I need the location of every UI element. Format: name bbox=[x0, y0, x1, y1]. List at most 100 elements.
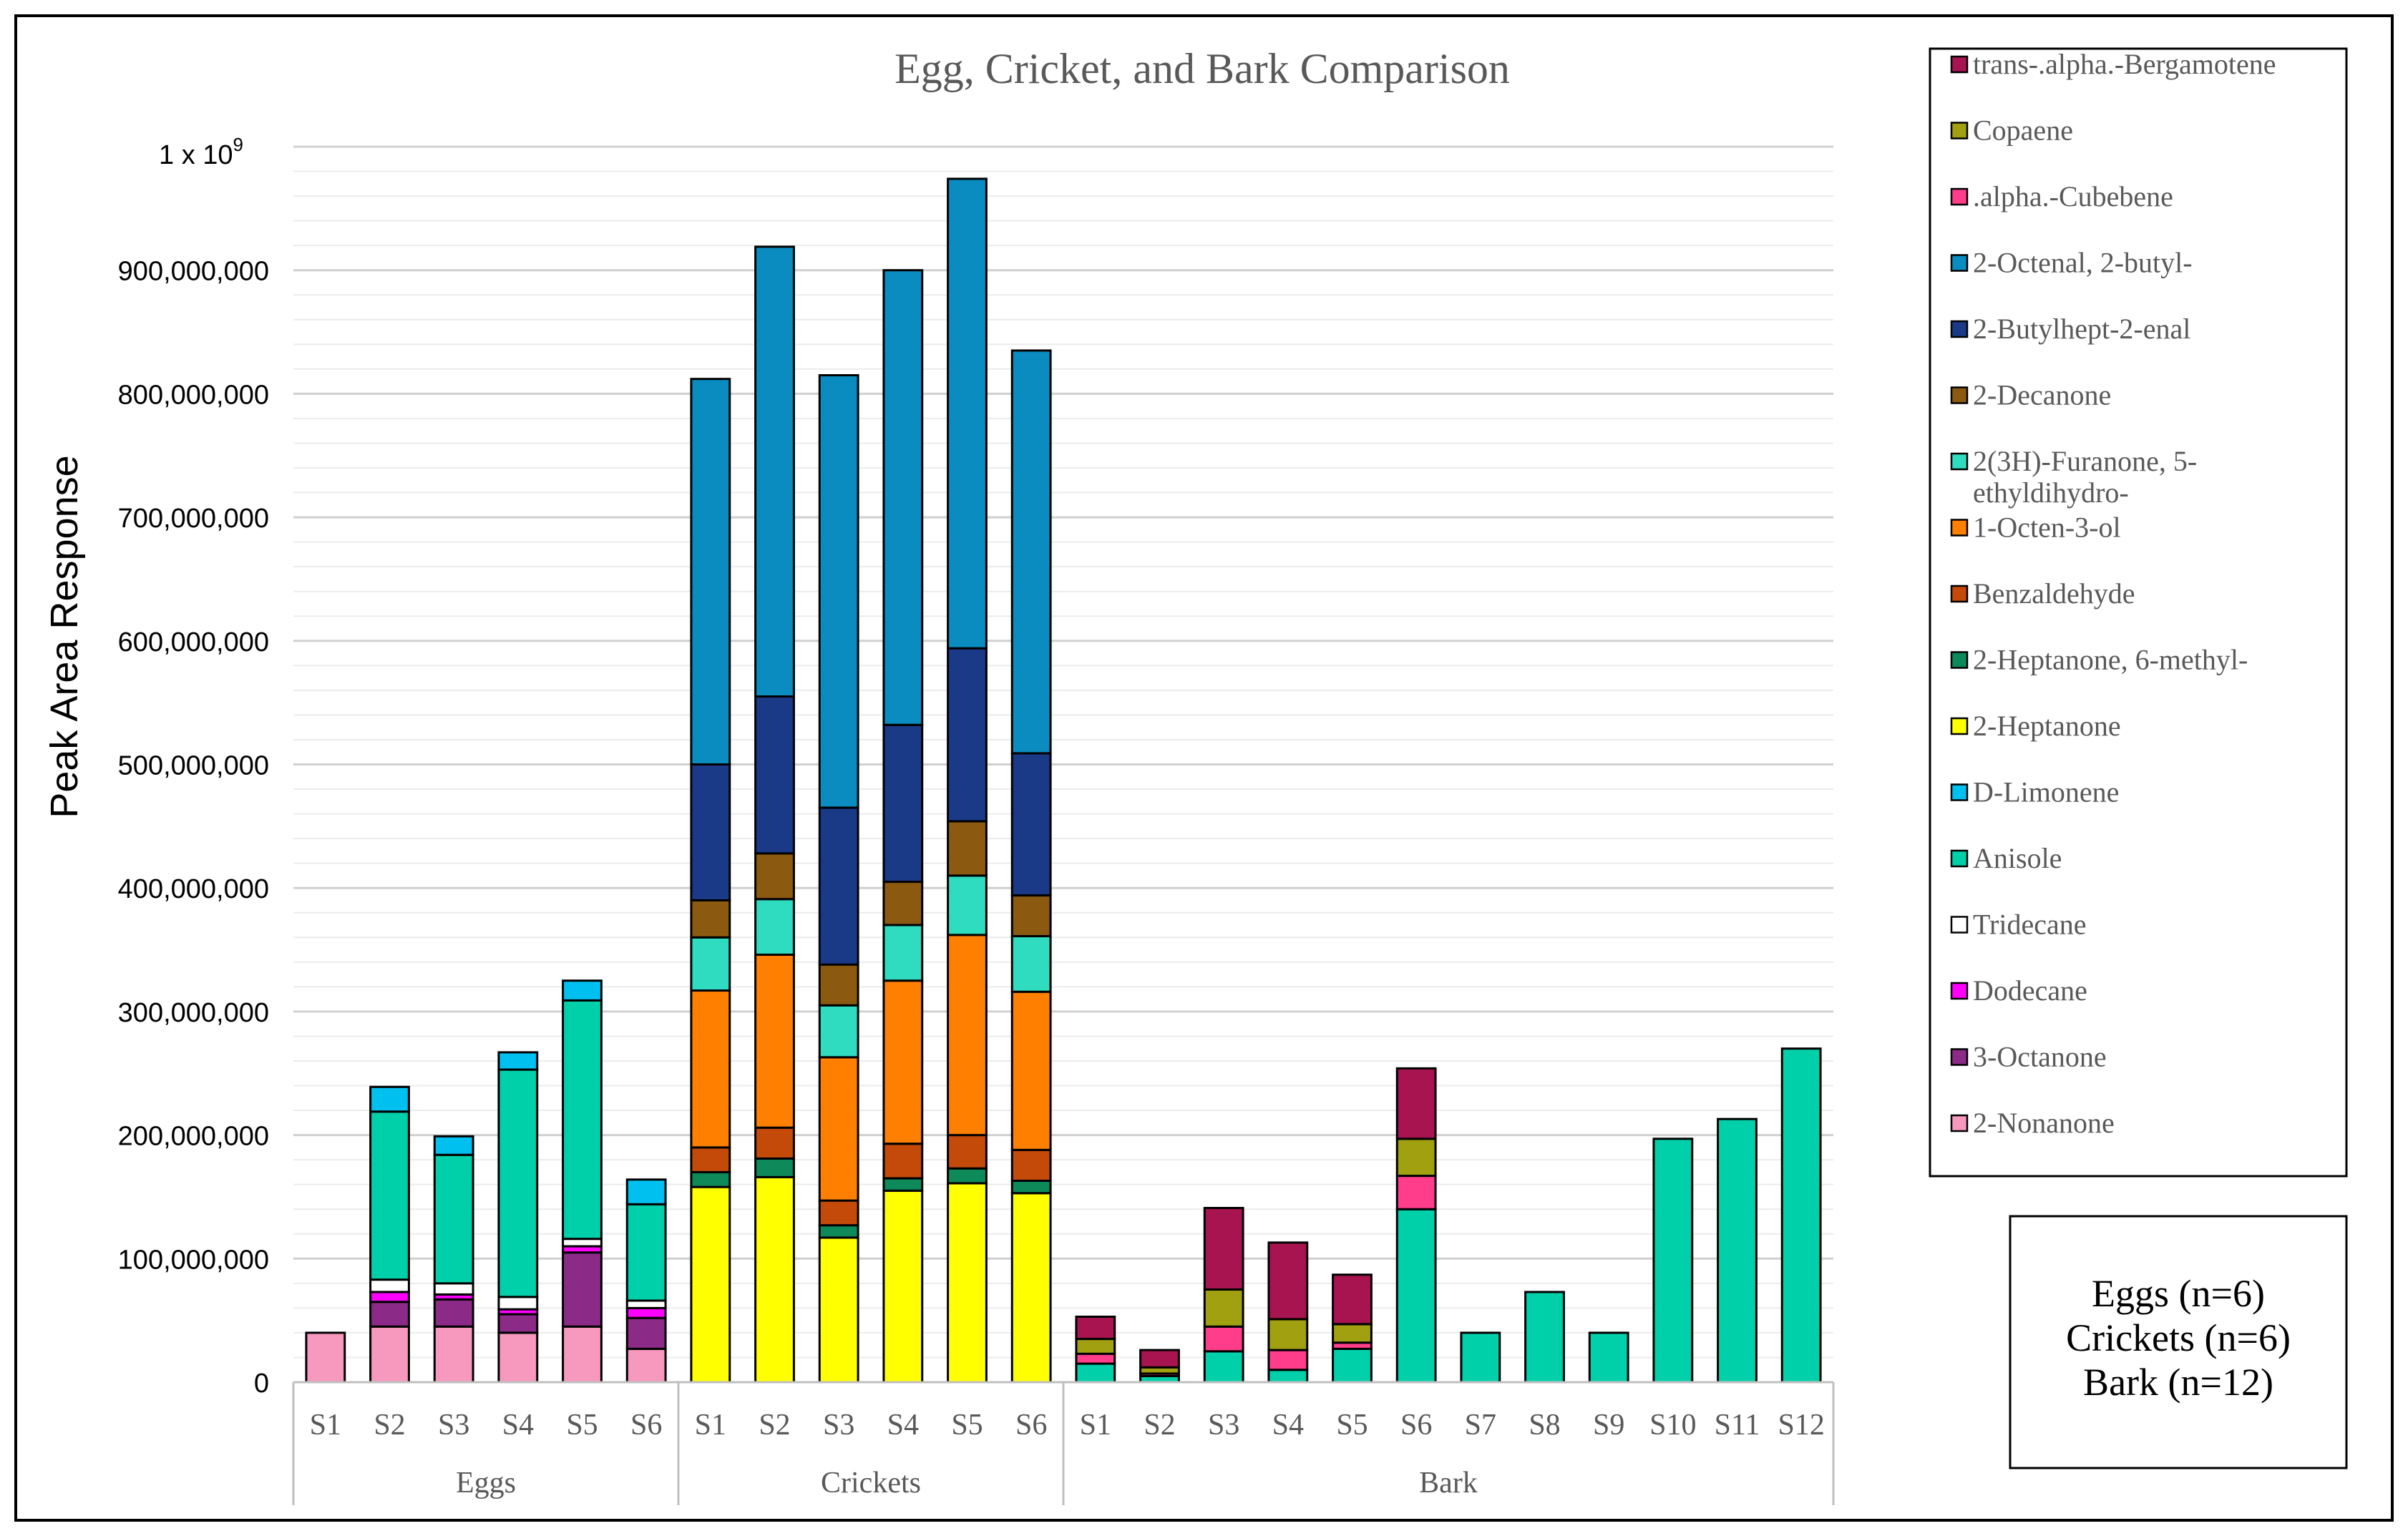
x-tick-label: S3 bbox=[823, 1409, 854, 1442]
legend: trans-.alpha.-Bergamotene Copaene .alpha.-… bbox=[1950, 48, 2276, 1139]
bar-segment-tridecane bbox=[562, 1238, 603, 1248]
legend-item-anisole: Anisole bbox=[1950, 842, 2062, 874]
bar-segment-d-limonene bbox=[433, 1135, 474, 1156]
bar-segment-benzaldehyde bbox=[947, 1134, 988, 1170]
legend-label: 2(3H)-Furanone, 5-ethyldihydro- bbox=[1973, 445, 2197, 509]
bar-segment-benzaldehyde bbox=[690, 1146, 731, 1173]
bar-segment-copaene bbox=[1075, 1338, 1116, 1355]
x-tick-label: S1 bbox=[310, 1409, 341, 1442]
x-tick-label: S11 bbox=[1715, 1409, 1760, 1442]
y-axis-top-label-exponent: 9 bbox=[233, 134, 243, 155]
bar-stack-crickets-s2 bbox=[754, 245, 795, 1384]
legend-label: .alpha.-Cubebene bbox=[1973, 180, 2173, 212]
bar-segment-2-decanone bbox=[947, 820, 988, 877]
bar-segment-2-heptanone bbox=[947, 1182, 988, 1384]
bar-segment-anisole bbox=[1332, 1347, 1373, 1384]
bar-segment-anisole bbox=[497, 1068, 539, 1298]
y-tick-label: 0 bbox=[254, 1369, 269, 1399]
bar-segment-2-nonanone bbox=[497, 1331, 539, 1384]
x-tick-label: S4 bbox=[502, 1409, 534, 1442]
legend-box bbox=[1929, 47, 2348, 1178]
bar-stack-crickets-s3 bbox=[818, 373, 859, 1384]
bar-segment-trans-alpha-bergamotene bbox=[1139, 1349, 1180, 1369]
bar-segment-2-butylhept-2-enal bbox=[818, 806, 859, 966]
bar-segment-2-heptanone bbox=[690, 1185, 731, 1384]
legend-label: 2-Octenal, 2-butyl- bbox=[1973, 247, 2193, 279]
legend-item-2-octenal-2-butyl: 2-Octenal, 2-butyl- bbox=[1950, 247, 2193, 279]
bar-segment-2-decanone bbox=[1010, 894, 1052, 938]
bar-segment-anisole bbox=[562, 999, 603, 1241]
bar-segment-2-decanone bbox=[882, 881, 924, 926]
x-tick-label: S7 bbox=[1465, 1409, 1496, 1442]
bar-stack-bark-s6 bbox=[1395, 1067, 1437, 1384]
gridlines bbox=[293, 145, 1833, 1359]
legend-item-2-decanone: 2-Decanone bbox=[1950, 379, 2111, 411]
legend-swatch bbox=[1950, 1114, 1969, 1133]
y-tick-label: 300,000,000 bbox=[118, 998, 269, 1028]
bar-segment-alpha-cubebene bbox=[1075, 1352, 1116, 1365]
bar-stack-crickets-s4 bbox=[882, 269, 924, 1384]
bar-segment-2-nonanone bbox=[562, 1325, 603, 1384]
bar-segment-alpha-cubebene bbox=[1203, 1325, 1244, 1353]
bar-stack-bark-s4 bbox=[1267, 1241, 1309, 1384]
bar-segment-copaene bbox=[1332, 1323, 1373, 1344]
bar-stack-eggs-s1 bbox=[305, 1331, 346, 1384]
bar-stack-eggs-s2 bbox=[369, 1085, 410, 1384]
legend-item-2-butylhept-2-enal: 2-Butylhept-2-enal bbox=[1950, 313, 2190, 345]
bar-stacks bbox=[305, 177, 1822, 1384]
bar-segment-anisole bbox=[369, 1110, 410, 1281]
bar-stack-eggs-s5 bbox=[562, 979, 603, 1384]
bar-segment-2-octenal-2-butyl bbox=[882, 269, 924, 726]
legend-label: Tridecane bbox=[1973, 909, 2086, 941]
legend-item-alpha-cubebene: .alpha.-Cubebene bbox=[1950, 180, 2173, 212]
bar-segment-benzaldehyde bbox=[818, 1199, 859, 1227]
bar-segment-2-heptanone-6-methyl bbox=[947, 1167, 988, 1185]
bar-segment-2-heptanone-6-methyl bbox=[818, 1224, 859, 1239]
bar-segment-3-octanone bbox=[562, 1251, 603, 1328]
legend-item-copaene: Copaene bbox=[1950, 114, 2073, 147]
bar-segment-2-nonanone bbox=[369, 1325, 410, 1384]
legend-item-3-octanone: 3-Octanone bbox=[1950, 1041, 2107, 1073]
legend-label: trans-.alpha.-Bergamotene bbox=[1973, 48, 2276, 80]
legend-item-dodecane: Dodecane bbox=[1950, 974, 2087, 1007]
bar-segment-anisole bbox=[1203, 1350, 1244, 1384]
y-axis-top-label-base: 1 x 10 bbox=[159, 140, 233, 170]
bar-segment-2-3h-furanone-5-ethyldihydro bbox=[818, 1004, 859, 1059]
bar-stack-bark-s12 bbox=[1780, 1047, 1822, 1384]
bar-segment-2-butylhept-2-enal bbox=[690, 763, 731, 901]
x-tick-label: S9 bbox=[1593, 1409, 1624, 1442]
bar-segment-alpha-cubebene bbox=[1267, 1349, 1309, 1371]
bar-segment-trans-alpha-bergamotene bbox=[1203, 1206, 1244, 1291]
y-tick-label: 100,000,000 bbox=[118, 1245, 269, 1275]
x-tick-label: S4 bbox=[1272, 1409, 1304, 1442]
bar-segment-2-heptanone-6-methyl bbox=[690, 1170, 731, 1188]
bar-segment-2-heptanone bbox=[1010, 1192, 1052, 1384]
legend-label: D-Limonene bbox=[1973, 776, 2119, 808]
legend-item-trans-alpha-bergamotene: trans-.alpha.-Bergamotene bbox=[1950, 48, 2276, 80]
sample-count-line: Eggs (n=6) bbox=[2092, 1272, 2265, 1315]
bar-segment-3-octanone bbox=[369, 1301, 410, 1328]
bar-segment-2-butylhept-2-enal bbox=[882, 723, 924, 884]
bar-stack-bark-s5 bbox=[1332, 1273, 1373, 1384]
legend-swatch bbox=[1950, 254, 1969, 272]
bar-segment-2-heptanone bbox=[882, 1189, 924, 1384]
bar-segment-2-octenal-2-butyl bbox=[690, 378, 731, 765]
bar-segment-2-decanone bbox=[690, 899, 731, 939]
bar-stack-bark-s3 bbox=[1203, 1206, 1244, 1384]
bar-segment-1-octen-3-ol bbox=[690, 989, 731, 1149]
bar-segment-2-butylhept-2-enal bbox=[1010, 752, 1052, 897]
bar-stack-bark-s7 bbox=[1460, 1331, 1501, 1384]
bar-segment-tridecane bbox=[433, 1282, 474, 1296]
legend-swatch bbox=[1950, 55, 1969, 74]
legend-item-2-nonanone: 2-Nonanone bbox=[1950, 1107, 2115, 1139]
bar-segment-copaene bbox=[1395, 1138, 1437, 1178]
bar-segment-3-octanone bbox=[497, 1313, 539, 1334]
bar-stack-crickets-s5 bbox=[947, 177, 988, 1384]
bar-segment-anisole bbox=[433, 1153, 474, 1285]
bar-segment-2-butylhept-2-enal bbox=[754, 695, 795, 855]
x-axis: S1 S2 S3 S4 S5 S6 Eggs S1 S2 S3 S4 S5 S6 Crickets S1 S2… bbox=[292, 1381, 1835, 1505]
legend-swatch bbox=[1950, 452, 1969, 471]
bar-segment-1-octen-3-ol bbox=[882, 979, 924, 1145]
sample-count-text: Eggs (n=6)Crickets (n=6)Bark (n=12) bbox=[2066, 1272, 2291, 1404]
bar-segment-dodecane bbox=[369, 1291, 410, 1303]
